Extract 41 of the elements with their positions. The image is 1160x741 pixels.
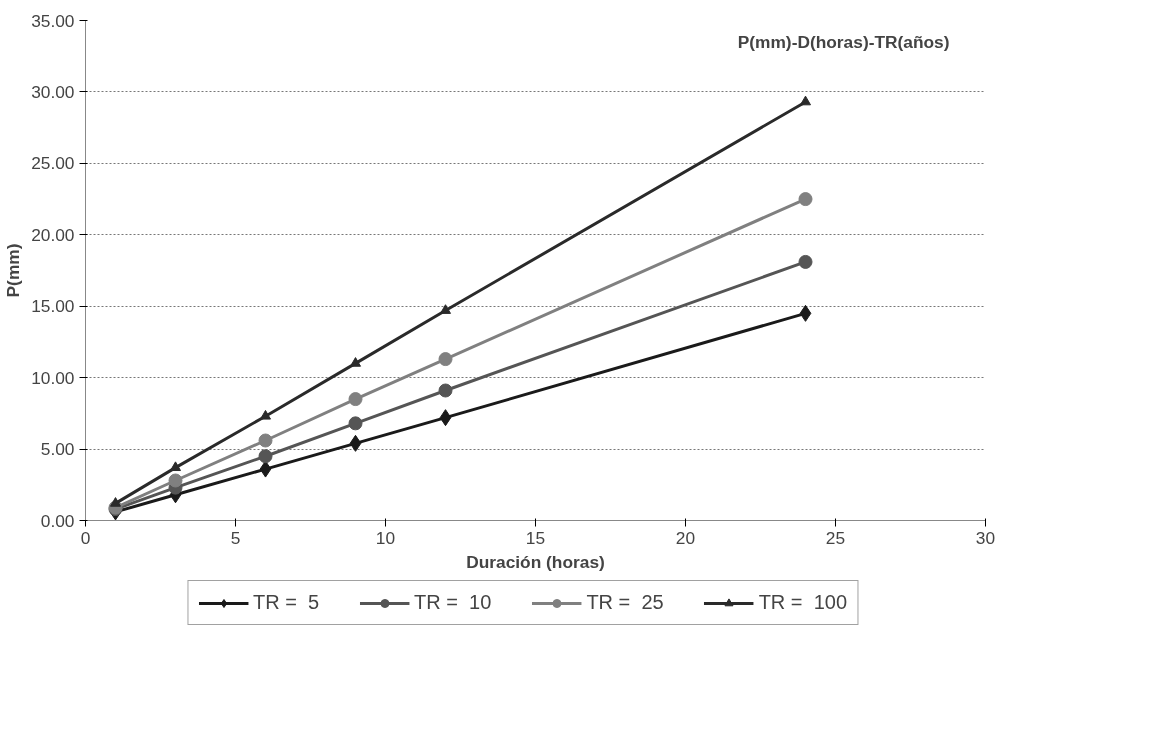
text: P(mm)-D(horas)-TR(años): [737, 31, 950, 52]
x-tick-label: 0: [80, 527, 91, 548]
point: [258, 449, 273, 464]
point: [168, 473, 183, 488]
y-tick-label: 35.00: [31, 10, 75, 31]
y-tick-label: 25.00: [31, 153, 75, 174]
point: [350, 357, 361, 367]
point: [349, 434, 362, 452]
point: [259, 460, 272, 478]
x-tick-label: 20: [675, 527, 696, 548]
y-tick-label: 10.00: [31, 367, 75, 388]
legend-label: TR = 25: [586, 591, 664, 614]
point: [438, 383, 453, 398]
y-tick-label: 0.00: [40, 510, 75, 531]
y-tick-label: 5.00: [40, 439, 75, 460]
point: [348, 416, 363, 431]
y-tick-label: 15.00: [31, 296, 75, 317]
point: [798, 254, 813, 269]
x-tick-label: 30: [975, 527, 996, 548]
legend-label: TR = 5: [252, 591, 320, 614]
y-axis-title: P(mm): [3, 243, 24, 298]
y-tick-label: 30.00: [31, 81, 75, 102]
point: [348, 392, 363, 407]
x-tick-label: 25: [825, 527, 846, 548]
point: [438, 352, 453, 367]
x-axis-title: Duración (horas): [466, 551, 605, 572]
point: [170, 461, 181, 472]
legend-label: TR = 10: [414, 591, 492, 614]
x-tick-label: 5: [230, 527, 241, 548]
point: [440, 304, 451, 314]
point: [258, 433, 273, 448]
point: [439, 409, 452, 427]
x-tick-label: 10: [375, 527, 396, 548]
x-tick-label: 15: [525, 527, 546, 548]
legend-label: TR = 100: [758, 591, 848, 614]
point: [110, 497, 121, 507]
point: [260, 409, 271, 420]
y-tick-label: 20.00: [31, 224, 75, 245]
point: [798, 192, 813, 207]
point: [800, 95, 811, 106]
point: [799, 304, 812, 322]
